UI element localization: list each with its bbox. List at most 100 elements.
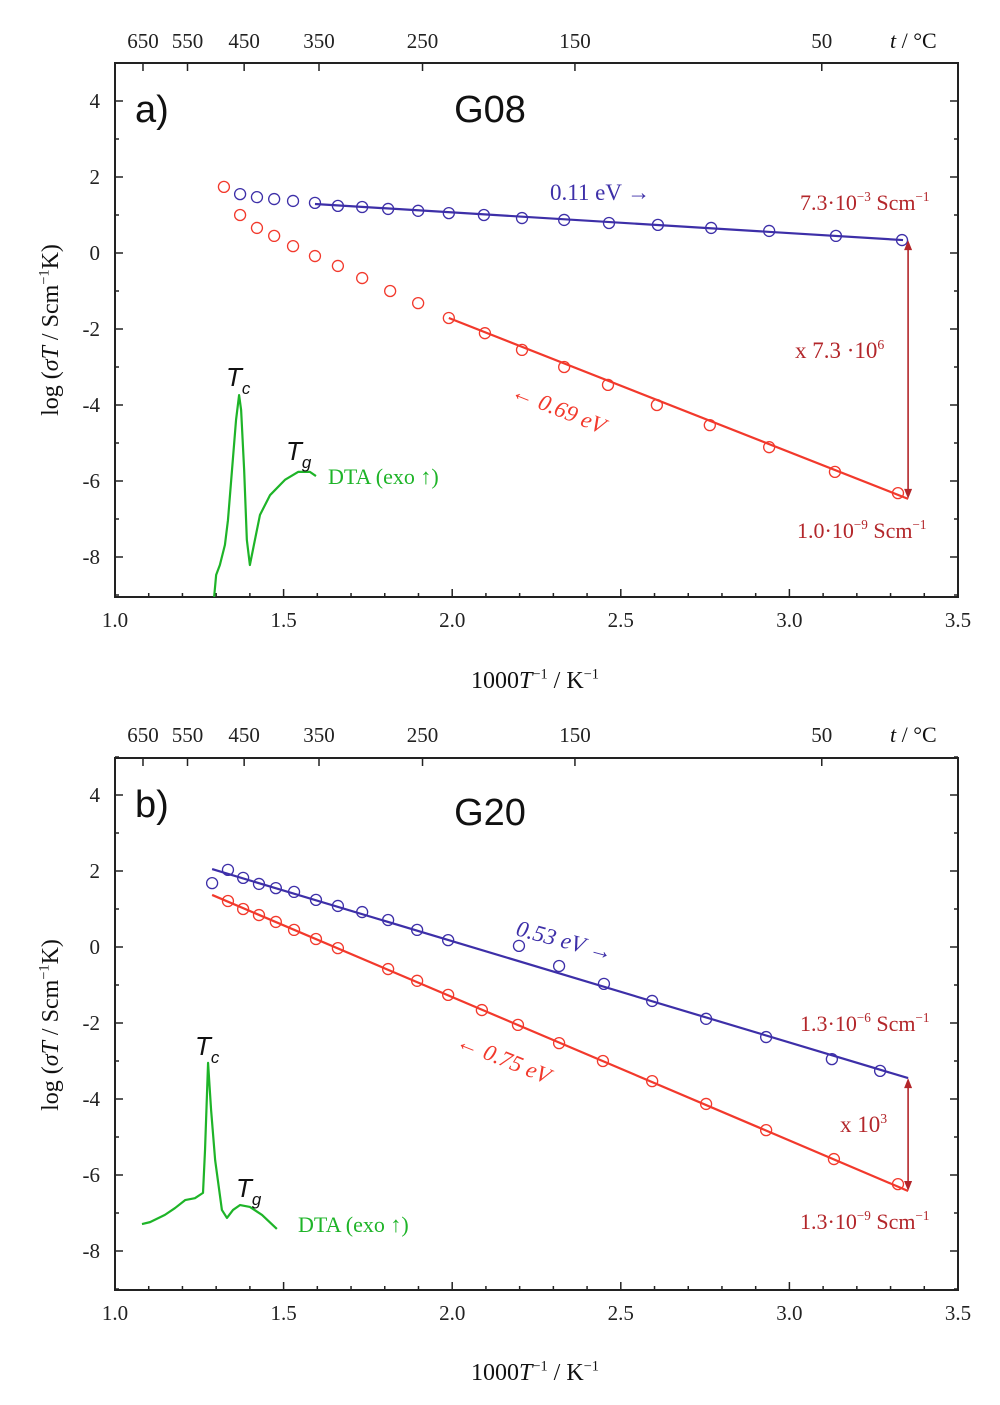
blue-data-point: [825, 1052, 839, 1066]
top-tick-label: 650: [127, 723, 159, 747]
arrow-head-up-icon: [904, 240, 913, 251]
plot-frame: [114, 757, 959, 1291]
blue-data-point: [250, 190, 264, 204]
x-tick-label: 3.0: [776, 608, 802, 632]
red-data-point: [552, 1036, 566, 1050]
y-tick-label: 4: [90, 89, 101, 113]
dta-curve: [213, 394, 317, 598]
red-data-point: [308, 249, 322, 263]
top-tick-label: 50: [811, 29, 832, 53]
top-tick-label: 350: [303, 723, 335, 747]
y-tick-label: 0: [90, 241, 101, 265]
top-tick-label: 550: [172, 723, 204, 747]
blue-fit-line: [211, 868, 909, 1080]
y-axis-title: log (σT / Scm−1K): [36, 939, 64, 1111]
y-tick-label: -4: [83, 393, 101, 417]
red-fit-line: [448, 316, 909, 500]
red-data-point: [891, 487, 905, 500]
y-tick-label: -2: [83, 1011, 101, 1035]
top-tick-label: 450: [228, 29, 260, 53]
blue-data-point: [286, 194, 300, 208]
top-tick-label: 50: [811, 723, 832, 747]
red-data-point: [699, 1097, 713, 1111]
y-tick-label: -4: [83, 1087, 101, 1111]
y-tick-label: 0: [90, 935, 101, 959]
y-tick-label: -8: [83, 545, 101, 569]
tc-marker-label: Tc: [226, 362, 251, 398]
red-data-point: [411, 297, 425, 310]
x-tick-label: 2.0: [439, 608, 465, 632]
top-tick-label: 550: [172, 29, 204, 53]
red-data-point: [356, 271, 369, 285]
panel-title: G20: [454, 792, 526, 834]
conductivity-ratio-label: x 103: [840, 1111, 887, 1137]
x-axis-title: 1000T−1 / K−1: [471, 1358, 599, 1386]
top-tick-label: 650: [127, 29, 159, 53]
y-tick-label: 2: [90, 165, 101, 189]
y-tick-label: -6: [83, 1163, 101, 1187]
red-data-point: [596, 1054, 610, 1068]
red-data-point: [646, 1074, 659, 1088]
blue-data-point: [356, 200, 369, 214]
x-tick-label: 2.5: [608, 1301, 634, 1325]
red-data-point: [331, 941, 345, 955]
red-data-point: [891, 1177, 905, 1191]
red-data-point: [475, 1003, 489, 1017]
top-tick-label: 350: [303, 29, 335, 53]
blue-data-point: [477, 208, 491, 222]
arrow-head-down-icon: [904, 1180, 913, 1191]
x-tick-label: 3.0: [776, 1301, 802, 1325]
red-fit-line: [211, 893, 909, 1192]
red-data-point: [381, 962, 395, 976]
red-data-point: [558, 360, 571, 374]
panel-b: 1.0 1.5 2.0 2.5 3.0 3.5 650 550 450 350 250 150 50 -8…: [83, 723, 972, 1325]
red-activation-energy: ← 0.69 eV: [508, 378, 612, 439]
x-axis-title: 1000T−1 / K−1: [471, 666, 599, 694]
blue-data-point: [699, 1012, 713, 1025]
blue-data-point: [829, 229, 843, 243]
tc-marker-label: Tc: [195, 1031, 220, 1067]
tg-marker-label: Tg: [236, 1173, 262, 1209]
blue-activation-energy: 0.53 eV →: [514, 916, 616, 966]
blue-data-point: [442, 206, 455, 220]
x-tick-label: 3.5: [945, 1301, 971, 1325]
blue-data-point: [268, 192, 281, 206]
dta-label: DTA (exo ↑): [328, 464, 439, 489]
red-data-point: [217, 180, 231, 194]
conductivity-ratio-label: x 7.3 ·106: [795, 337, 884, 363]
blue-data-point: [331, 199, 345, 213]
panel-a: 1.0 1.5 2.0 2.5 3.0 3.5 650 550 450 350 250 150 50 -8…: [83, 29, 972, 632]
red-data-point: [221, 894, 235, 908]
arrow-head-down-icon: [904, 488, 913, 499]
blue-data-point: [287, 885, 301, 899]
red-data-point: [384, 284, 397, 298]
blue-data-point: [763, 224, 776, 238]
top-tick-label: 150: [559, 723, 591, 747]
blue-data-point: [308, 196, 322, 209]
blue-data-point: [873, 1064, 887, 1078]
conductivity-red-label: 1.0·10−9 Scm−1: [797, 517, 927, 543]
x-tick-label: 2.5: [608, 608, 634, 632]
dta-label: DTA (exo ↑): [298, 1212, 409, 1237]
blue-data-point: [205, 877, 219, 890]
red-data-point: [511, 1018, 525, 1032]
blue-data-point: [356, 905, 369, 919]
red-data-point: [287, 923, 301, 937]
red-data-point: [601, 378, 615, 392]
blue-data-point: [331, 899, 345, 913]
red-data-point: [442, 311, 455, 325]
top-tick-label: 250: [407, 723, 439, 747]
blue-data-point: [552, 959, 566, 973]
x-tick-label: 1.5: [270, 608, 296, 632]
red-data-point: [827, 1152, 841, 1166]
red-data-point: [286, 240, 300, 253]
blue-data-point: [558, 213, 571, 227]
red-data-point: [268, 229, 281, 243]
red-data-point: [650, 398, 664, 412]
red-data-point: [442, 988, 455, 1002]
blue-data-point: [602, 216, 616, 230]
y-tick-label: -6: [83, 469, 101, 493]
blue-data-point: [646, 994, 659, 1008]
red-data-point: [759, 1124, 773, 1137]
